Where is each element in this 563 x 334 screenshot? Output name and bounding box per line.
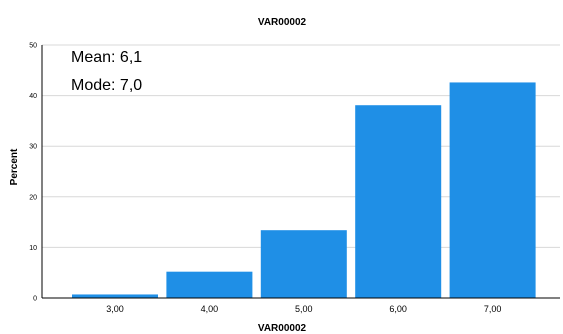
y-tick-label: 40 <box>29 93 37 100</box>
y-tick-label: 20 <box>29 194 37 201</box>
x-tick-label: 6,00 <box>389 304 407 314</box>
y-tick-labels: 0 10 20 30 40 50 <box>29 43 37 303</box>
x-tick-label: 5,00 <box>295 304 313 314</box>
mode-annotation: Mode: 7,0 <box>71 77 142 94</box>
bar <box>72 294 158 298</box>
x-tick-label: 3,00 <box>106 304 124 314</box>
bar <box>166 271 253 298</box>
chart-title: VAR00002 <box>258 17 307 28</box>
y-tick-label: 50 <box>29 43 37 50</box>
y-tick-label: 0 <box>33 296 37 303</box>
y-tick-label: 10 <box>29 245 37 252</box>
bar <box>449 82 536 298</box>
x-tick-label: 7,00 <box>484 304 502 314</box>
y-axis-title: Percent <box>9 148 20 185</box>
bars <box>72 82 536 299</box>
x-tick-labels: 3,00 4,00 5,00 6,00 7,00 <box>106 304 501 314</box>
x-axis-title: VAR00002 <box>258 323 307 334</box>
bar <box>260 230 347 298</box>
bar <box>355 105 442 299</box>
y-tick-label: 30 <box>29 144 37 151</box>
x-tick-label: 4,00 <box>201 304 219 314</box>
mean-annotation: Mean: 6,1 <box>71 49 142 66</box>
